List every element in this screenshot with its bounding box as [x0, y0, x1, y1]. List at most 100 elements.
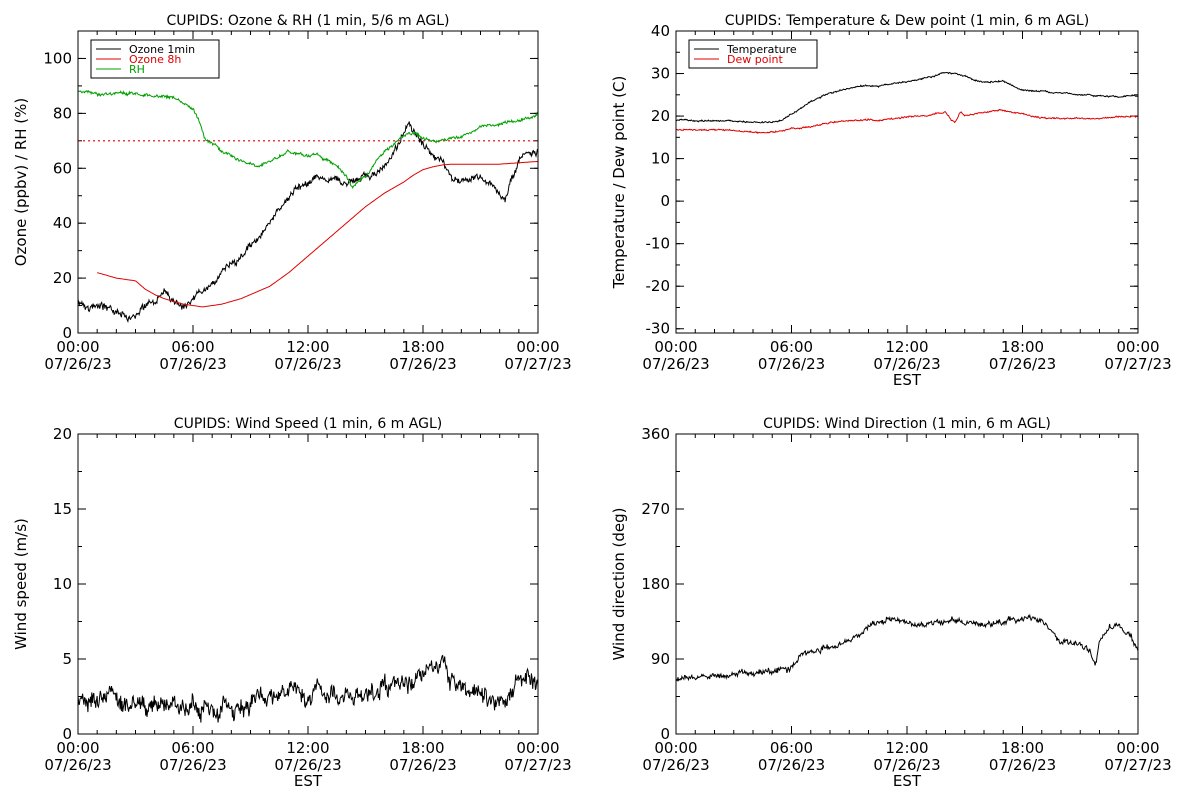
series-traces [676, 613, 1138, 682]
series-line-dew-point [676, 109, 1138, 134]
y-tick-label: -10 [646, 235, 671, 253]
x-tick-time: 00:00 [516, 338, 559, 356]
legend-label: Ozone 1min [129, 43, 195, 56]
x-tick-time: 12:00 [286, 338, 329, 356]
series-line-wind-dir [676, 613, 1138, 682]
x-tick-time: 18:00 [401, 338, 444, 356]
x-tick-time: 12:00 [885, 739, 928, 757]
legend-label: Dew point [727, 53, 783, 66]
x-tick-time: 06:00 [171, 739, 214, 757]
y-tick-label: 10 [651, 150, 670, 168]
plot-frame [675, 433, 1139, 735]
x-tick-date: 07/26/23 [44, 355, 111, 373]
x-tick-time: 18:00 [1001, 338, 1044, 356]
x-tick-time: 12:00 [885, 338, 928, 356]
series-line-wind-speed [78, 654, 538, 723]
x-tick-date: 07/26/23 [159, 756, 226, 774]
x-axis-label: EST [294, 772, 323, 790]
y-tick-label: 40 [53, 214, 72, 232]
y-tick-label: 80 [53, 104, 72, 122]
chart-temp-dew: CUPIDS: Temperature & Dew point (1 min, … [610, 13, 1172, 389]
x-tick-date: 07/26/23 [758, 355, 825, 373]
chart-title: CUPIDS: Wind Speed (1 min, 6 m AGL) [174, 416, 442, 432]
chart-wind-dir: CUPIDS: Wind Direction (1 min, 6 m AGL) 0… [610, 416, 1172, 790]
chart-title: CUPIDS: Ozone & RH (1 min, 5/6 m AGL) [166, 13, 449, 29]
plot-frame [77, 30, 539, 334]
x-tick-date: 07/26/23 [159, 355, 226, 373]
y-tick-label: 10 [53, 575, 72, 593]
x-tick-time: 18:00 [401, 739, 444, 757]
x-tick-time: 06:00 [770, 739, 813, 757]
series-line-temperature [676, 71, 1138, 124]
plot-frame [77, 433, 539, 735]
x-tick-time: 12:00 [286, 739, 329, 757]
x-tick-date: 07/26/23 [989, 355, 1056, 373]
y-tick-label: 60 [53, 159, 72, 177]
x-tick-date: 07/26/23 [274, 756, 341, 774]
x-tick-date: 07/26/23 [873, 756, 940, 774]
legend-box [688, 39, 818, 69]
legend-label: Temperature [726, 43, 797, 56]
x-tick-date: 07/26/23 [274, 355, 341, 373]
y-tick-label: 20 [53, 269, 72, 287]
series-traces [78, 654, 538, 723]
x-tick-time: 00:00 [56, 739, 99, 757]
x-tick-time: 00:00 [654, 739, 697, 757]
series-traces [78, 90, 538, 324]
series-traces [676, 71, 1138, 134]
y-tick-label: 180 [641, 575, 670, 593]
chart-title: CUPIDS: Wind Direction (1 min, 6 m AGL) [763, 416, 1051, 432]
chart-ozone-rh: CUPIDS: Ozone & RH (1 min, 5/6 m AGL) 0 20… [12, 13, 572, 373]
x-tick-date: 07/27/23 [1104, 355, 1171, 373]
x-tick-time: 00:00 [1116, 739, 1159, 757]
x-tick-date: 07/27/23 [504, 756, 571, 774]
x-tick-date: 07/26/23 [389, 355, 456, 373]
series-line-rh [78, 90, 538, 189]
y-tick-label: 20 [651, 107, 670, 125]
y-tick-label: 40 [651, 22, 670, 40]
legend-label: Ozone 8h [129, 53, 181, 66]
y-tick-label: 30 [651, 65, 670, 83]
x-tick-date: 07/27/23 [504, 355, 571, 373]
y-axis-label: Wind speed (m/s) [12, 518, 30, 650]
x-tick-date: 07/26/23 [44, 756, 111, 774]
x-tick-time: 00:00 [56, 338, 99, 356]
y-tick-label: 0 [660, 192, 670, 210]
y-tick-label: 5 [62, 650, 72, 668]
x-tick-time: 00:00 [1116, 338, 1159, 356]
x-tick-time: 00:00 [516, 739, 559, 757]
x-axis-label: EST [893, 772, 922, 790]
y-tick-label: -20 [646, 277, 671, 295]
x-tick-date: 07/26/23 [642, 756, 709, 774]
y-tick-label: 360 [641, 425, 670, 443]
x-tick-date: 07/26/23 [389, 756, 456, 774]
y-axis-label: Ozone (ppbv) / RH (%) [12, 98, 30, 267]
x-tick-time: 00:00 [654, 338, 697, 356]
chart-wind-speed: CUPIDS: Wind Speed (1 min, 6 m AGL) 0 5 10 1… [12, 416, 572, 790]
chart-title: CUPIDS: Temperature & Dew point (1 min, … [725, 13, 1089, 29]
y-tick-label: 0 [62, 725, 72, 743]
x-tick-time: 18:00 [1001, 739, 1044, 757]
x-tick-time: 06:00 [770, 338, 813, 356]
series-line-ozone-1min [78, 121, 538, 324]
x-tick-date: 07/26/23 [989, 756, 1056, 774]
y-tick-label: 0 [62, 324, 72, 342]
plot-frame [675, 30, 1139, 334]
x-tick-date: 07/26/23 [758, 756, 825, 774]
y-tick-label: 20 [53, 425, 72, 443]
y-tick-label: 90 [651, 650, 670, 668]
series-line-ozone-8h [97, 160, 538, 308]
y-tick-label: 15 [53, 500, 72, 518]
x-tick-time: 06:00 [171, 338, 214, 356]
y-tick-label: 270 [641, 500, 670, 518]
x-tick-date: 07/26/23 [642, 355, 709, 373]
y-tick-label: 100 [43, 49, 72, 67]
legend-label: RH [129, 63, 145, 76]
x-tick-date: 07/27/23 [1104, 756, 1171, 774]
y-axis-label: Temperature / Dew point (C) [610, 76, 628, 290]
x-axis-label: EST [893, 371, 922, 389]
y-tick-label: 0 [660, 725, 670, 743]
